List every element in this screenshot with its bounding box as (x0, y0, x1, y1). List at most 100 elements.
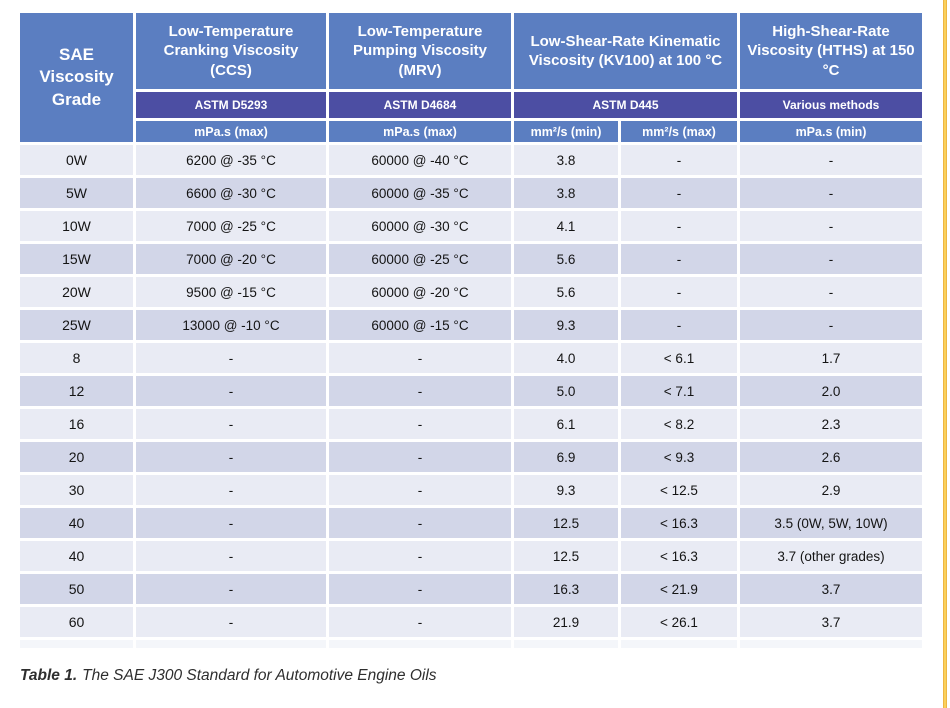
value-cell: - (740, 178, 922, 208)
table-row: 16- -6.1 < 8.2 2.3 (20, 409, 922, 439)
table-row: 40- -12.5 < 16.3 3.7 (other grades) (20, 541, 922, 571)
table-body: 0W 6200 @ -35 °C 60000 @ -40 °C 3.8- -5W 6600… (20, 145, 922, 648)
value-cell: 6.9 (514, 442, 618, 472)
strip-cell (740, 640, 922, 648)
grade-cell: 30 (20, 475, 133, 505)
value-cell: 3.8 (514, 145, 618, 175)
value-cell: - (621, 145, 737, 175)
value-cell: 9500 @ -15 °C (136, 277, 326, 307)
units-hths: mPa.s (min) (740, 121, 922, 142)
value-cell: 60000 @ -25 °C (329, 244, 511, 274)
units-kv100-min: mm²/s (min) (514, 121, 618, 142)
value-cell: 3.8 (514, 178, 618, 208)
caption-text: The SAE J300 Standard for Automotive Eng… (82, 667, 437, 684)
table-row: 15W 7000 @ -20 °C 60000 @ -25 °C 5.6- - (20, 244, 922, 274)
table-caption: Table 1. The SAE J300 Standard for Automo… (20, 667, 900, 685)
sae-j300-table: SAE Viscosity Grade Low-Temperature Cran… (17, 10, 925, 651)
value-cell: - (136, 409, 326, 439)
grade-cell: 60 (20, 607, 133, 637)
value-cell: 2.0 (740, 376, 922, 406)
value-cell: - (329, 442, 511, 472)
units-ccs: mPa.s (max) (136, 121, 326, 142)
table-row: 25W 13000 @ -10 °C 60000 @ -15 °C 9.3- - (20, 310, 922, 340)
corner-header-sae-viscosity-grade: SAE Viscosity Grade (20, 13, 133, 142)
value-cell: - (136, 475, 326, 505)
value-cell: < 8.2 (621, 409, 737, 439)
group-title-ccs: Low-Temperature Cranking Viscosity (CCS) (136, 13, 326, 89)
value-cell: - (136, 607, 326, 637)
table-row: 60- -21.9 < 26.1 3.7 (20, 607, 922, 637)
value-cell: 1.7 (740, 343, 922, 373)
method-mrv: ASTM D4684 (329, 92, 511, 118)
value-cell: 6600 @ -30 °C (136, 178, 326, 208)
value-cell: - (136, 343, 326, 373)
header-row-methods: ASTM D5293 ASTM D4684 ASTM D445 Various … (20, 92, 922, 118)
grade-cell: 8 (20, 343, 133, 373)
table-row: 10W 7000 @ -25 °C 60000 @ -30 °C 4.1- - (20, 211, 922, 241)
value-cell: 7000 @ -20 °C (136, 244, 326, 274)
value-cell: - (136, 508, 326, 538)
units-mrv: mPa.s (max) (329, 121, 511, 142)
value-cell: - (136, 442, 326, 472)
value-cell: - (621, 211, 737, 241)
value-cell: < 7.1 (621, 376, 737, 406)
value-cell: 60000 @ -40 °C (329, 145, 511, 175)
table-row: 40- -12.5 < 16.3 3.5 (0W, 5W, 10W) (20, 508, 922, 538)
value-cell: - (621, 310, 737, 340)
strip-cell (329, 640, 511, 648)
value-cell: - (136, 376, 326, 406)
units-kv100-max: mm²/s (max) (621, 121, 737, 142)
value-cell: 60000 @ -15 °C (329, 310, 511, 340)
grade-cell: 20W (20, 277, 133, 307)
grade-cell: 40 (20, 541, 133, 571)
value-cell: 12.5 (514, 541, 618, 571)
value-cell: < 16.3 (621, 508, 737, 538)
value-cell: - (621, 277, 737, 307)
strip-cell (20, 640, 133, 648)
value-cell: 13000 @ -10 °C (136, 310, 326, 340)
grade-cell: 50 (20, 574, 133, 604)
value-cell: - (740, 145, 922, 175)
value-cell: < 6.1 (621, 343, 737, 373)
table-row: 5W 6600 @ -30 °C 60000 @ -35 °C 3.8- - (20, 178, 922, 208)
value-cell: 5.6 (514, 244, 618, 274)
table-row: 20W 9500 @ -15 °C 60000 @ -20 °C 5.6- - (20, 277, 922, 307)
value-cell: 60000 @ -20 °C (329, 277, 511, 307)
group-title-mrv: Low-Temperature Pumping Viscosity (MRV) (329, 13, 511, 89)
table-row: 0W 6200 @ -35 °C 60000 @ -40 °C 3.8- - (20, 145, 922, 175)
value-cell: - (621, 178, 737, 208)
grade-cell: 25W (20, 310, 133, 340)
method-ccs: ASTM D5293 (136, 92, 326, 118)
value-cell: 4.0 (514, 343, 618, 373)
value-cell: 3.7 (other grades) (740, 541, 922, 571)
value-cell: 5.0 (514, 376, 618, 406)
value-cell: - (329, 607, 511, 637)
grade-cell: 15W (20, 244, 133, 274)
table-row: 50- -16.3 < 21.9 3.7 (20, 574, 922, 604)
value-cell: 2.3 (740, 409, 922, 439)
value-cell: < 26.1 (621, 607, 737, 637)
grade-cell: 0W (20, 145, 133, 175)
value-cell: < 9.3 (621, 442, 737, 472)
value-cell: 6.1 (514, 409, 618, 439)
strip-cell (621, 640, 737, 648)
grade-cell: 5W (20, 178, 133, 208)
table-row: 30- -9.3 < 12.5 2.9 (20, 475, 922, 505)
value-cell: < 12.5 (621, 475, 737, 505)
value-cell: 3.7 (740, 607, 922, 637)
value-cell: 6200 @ -35 °C (136, 145, 326, 175)
value-cell: - (740, 244, 922, 274)
value-cell: < 16.3 (621, 541, 737, 571)
table-bottom-strip (20, 640, 922, 648)
grade-cell: 12 (20, 376, 133, 406)
value-cell: 12.5 (514, 508, 618, 538)
value-cell: - (329, 574, 511, 604)
value-cell: 3.7 (740, 574, 922, 604)
grade-cell: 40 (20, 508, 133, 538)
value-cell: - (329, 508, 511, 538)
value-cell: - (136, 574, 326, 604)
value-cell: 5.6 (514, 277, 618, 307)
value-cell: 16.3 (514, 574, 618, 604)
value-cell: 9.3 (514, 475, 618, 505)
strip-cell (136, 640, 326, 648)
